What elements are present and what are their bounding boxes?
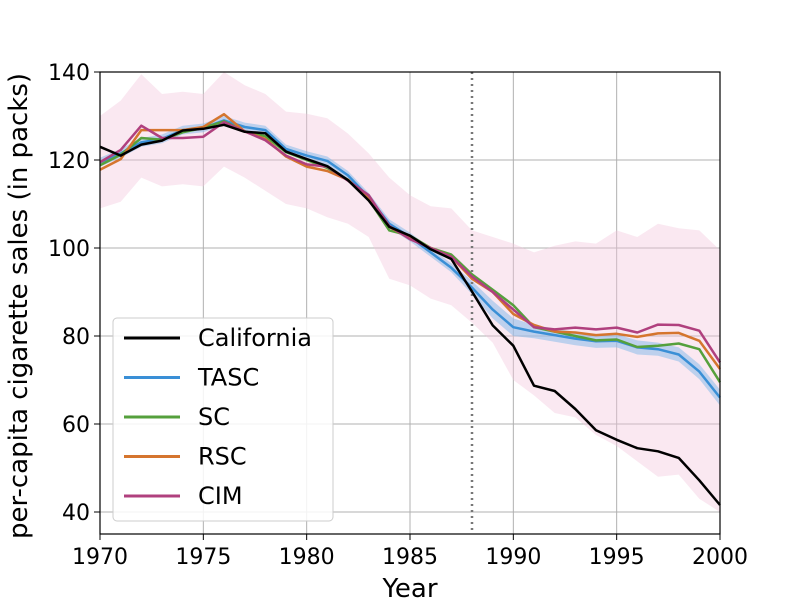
legend-box xyxy=(112,317,334,522)
legend-label-rsc: RSC xyxy=(198,443,247,471)
legend-label-cim: CIM xyxy=(198,482,243,510)
x-tick-label: 1985 xyxy=(382,545,438,570)
legend-label-california: California xyxy=(198,324,312,352)
x-tick-label: 1980 xyxy=(279,545,335,570)
x-tick-label: 1995 xyxy=(589,545,645,570)
series-line-cim xyxy=(99,120,722,364)
x-tick-label: 1975 xyxy=(175,545,231,570)
y-tick-label: 80 xyxy=(62,325,90,350)
y-axis-label: per-capita cigarette sales (in packs) xyxy=(4,73,34,539)
y-axis-ticks: 40 60 80 100 120 140 xyxy=(48,61,100,526)
y-tick-label: 60 xyxy=(62,413,90,438)
legend-label-sc: SC xyxy=(198,403,230,431)
legend: California TASC SC RSC CIM xyxy=(112,317,334,522)
x-tick-label: 1970 xyxy=(72,545,128,570)
x-tick-label: 2000 xyxy=(692,545,748,570)
x-axis-label: Year xyxy=(381,574,437,600)
cim-confidence-band xyxy=(100,72,720,512)
y-tick-label: 120 xyxy=(48,149,90,174)
x-axis-ticks: 1970 1975 1980 1985 1990 1995 2000 xyxy=(72,534,748,570)
legend-label-tasc: TASC xyxy=(197,364,259,392)
y-tick-label: 100 xyxy=(48,237,90,262)
series-lines xyxy=(99,112,722,506)
y-tick-label: 140 xyxy=(48,61,90,86)
x-tick-label: 1990 xyxy=(485,545,541,570)
series-line-california xyxy=(99,123,721,506)
y-tick-label: 40 xyxy=(62,501,90,526)
